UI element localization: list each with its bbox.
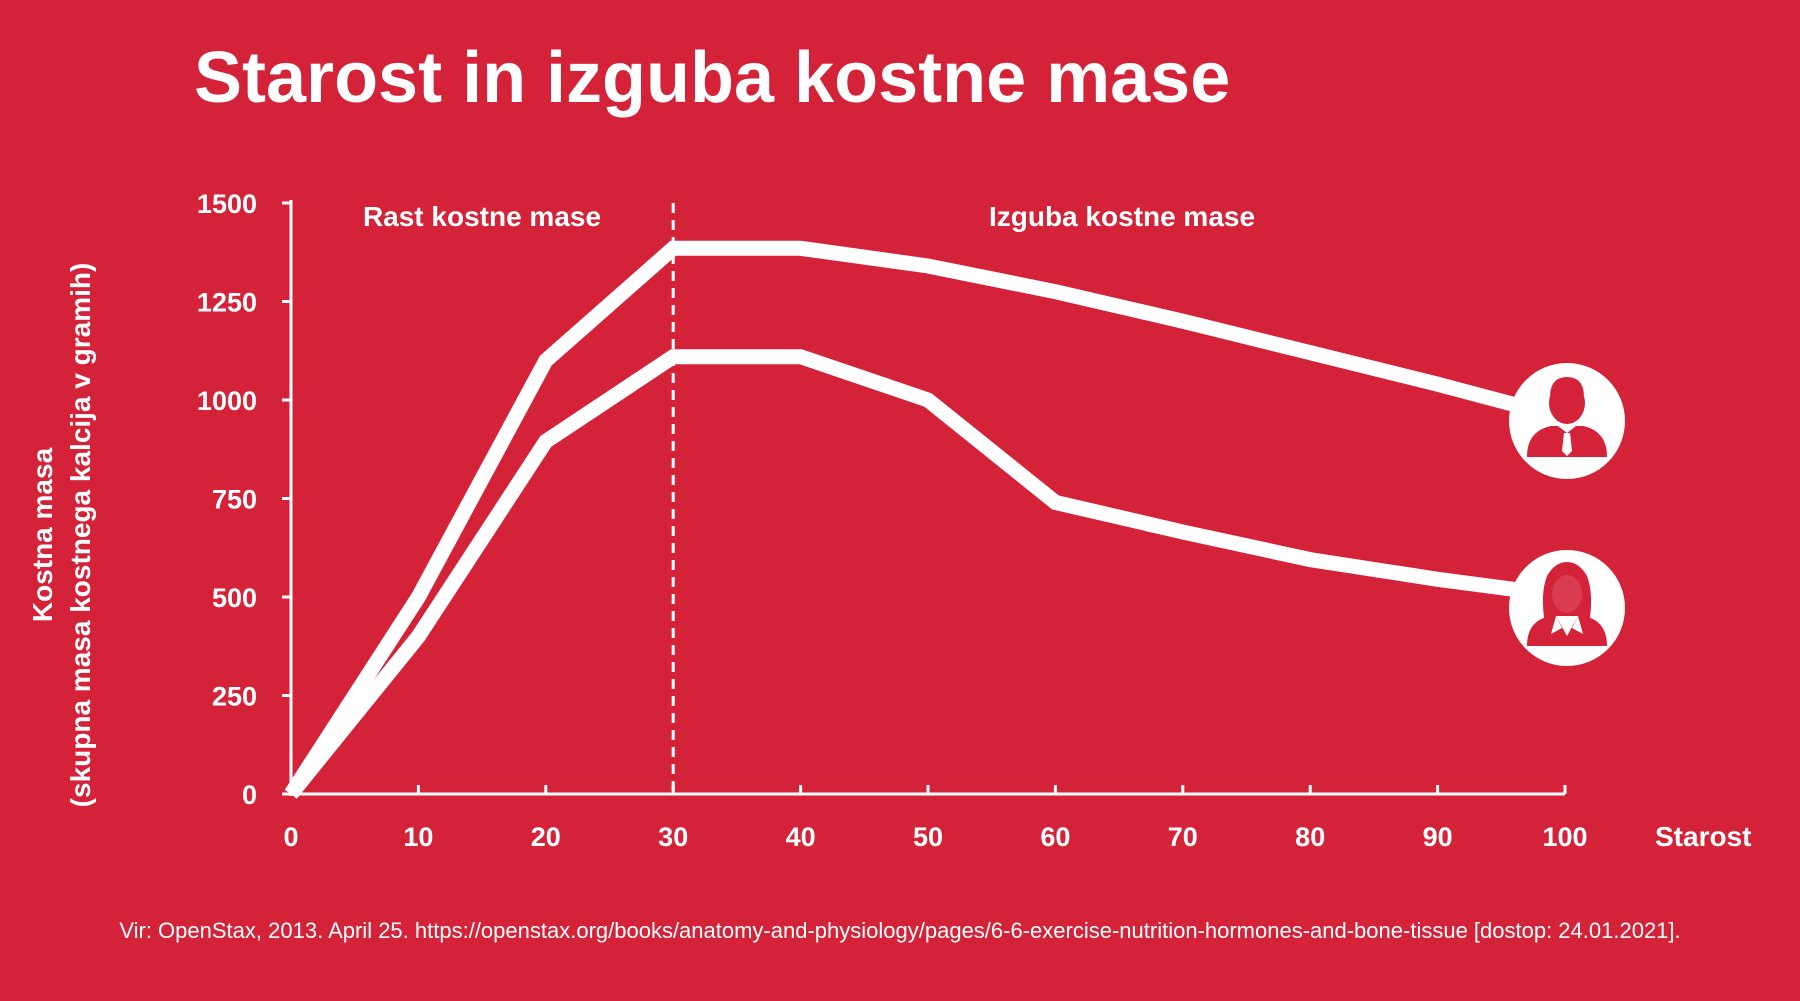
y-tick-label: 250	[212, 682, 257, 712]
y-tick-label: 0	[242, 780, 257, 810]
x-tick-label: 0	[283, 822, 298, 852]
y-tick-label: 1250	[197, 288, 257, 318]
x-tick-label: 10	[403, 822, 433, 852]
y-tick-label: 1500	[197, 189, 257, 219]
x-ticks: 0 10 20 30 40 50 60 70 80 90 100	[283, 785, 1588, 852]
region-label-loss: Izguba kostne mase	[989, 201, 1255, 232]
source-citation: Vir: OpenStax, 2013. April 25. https://o…	[119, 918, 1680, 943]
chart-title: Starost in izguba kostne mase	[194, 38, 1230, 118]
x-tick-label: 100	[1542, 822, 1587, 852]
series-line-men	[284, 240, 1529, 799]
x-tick-label: 30	[658, 822, 688, 852]
x-axis-label: Starost	[1655, 821, 1751, 852]
man-icon	[1509, 363, 1625, 479]
x-tick-label: 60	[1040, 822, 1070, 852]
region-label-growth: Rast kostne mase	[363, 201, 601, 232]
woman-icon	[1509, 550, 1625, 666]
x-tick-label: 50	[913, 822, 943, 852]
y-tick-label: 500	[212, 583, 257, 613]
y-tick-label: 750	[212, 485, 257, 515]
x-tick-label: 70	[1168, 822, 1198, 852]
y-tick-label: 1000	[197, 386, 257, 416]
x-tick-label: 20	[531, 822, 561, 852]
y-ticks: 0 250 500 750 1000 1250 1500	[197, 189, 291, 810]
y-axis-label-line2: (skupna masa kostnega kalcija v gramih)	[65, 263, 96, 808]
series-line-women	[285, 349, 1528, 799]
x-tick-label: 90	[1423, 822, 1453, 852]
y-axis-label-line1: Kostna masa	[27, 447, 58, 622]
x-tick-label: 80	[1295, 822, 1325, 852]
x-tick-label: 40	[786, 822, 816, 852]
series-lines	[284, 240, 1529, 799]
